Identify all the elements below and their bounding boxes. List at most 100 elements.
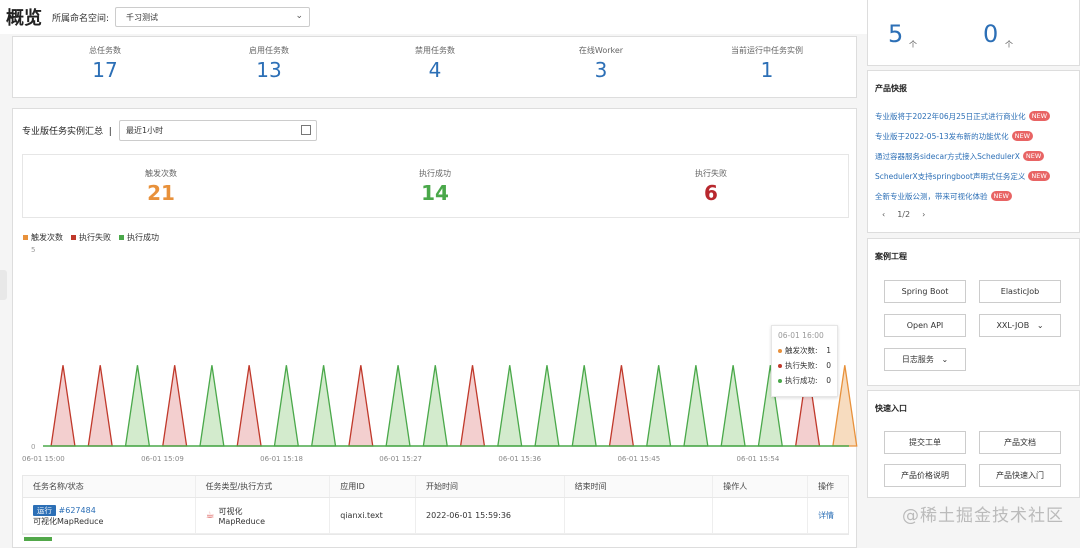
chart-spike-success bbox=[310, 365, 337, 447]
kpi-label: 触发次数 bbox=[145, 169, 177, 178]
stat-enabled-tasks: 启用任务数 13 bbox=[189, 37, 349, 82]
kpi-trigger: 触发次数 21 bbox=[81, 155, 241, 205]
chart-spike-success bbox=[645, 365, 672, 447]
column-header: 结束时间 bbox=[565, 476, 714, 497]
calendar-icon bbox=[301, 125, 311, 135]
x-tick-label: 06-01 15:36 bbox=[498, 455, 541, 463]
operator-cell bbox=[713, 498, 809, 533]
chart-spike-success bbox=[385, 365, 411, 447]
stat-value: 17 bbox=[92, 58, 118, 82]
chart-spike-success bbox=[124, 365, 151, 447]
table-header: 任务名称/状态 任务类型/执行方式 应用ID 开始时间 结束时间 操作人 操作 bbox=[23, 476, 848, 498]
new-badge: NEW bbox=[1011, 131, 1033, 141]
cases-title: 案例工程 bbox=[875, 252, 907, 261]
tooltip-row: 执行成功: 0 bbox=[778, 375, 831, 386]
new-badge: NEW bbox=[1028, 111, 1051, 121]
page-indicator: 1/2 bbox=[897, 210, 911, 219]
legend-item[interactable]: 执行成功 bbox=[119, 232, 159, 243]
column-header: 应用ID bbox=[330, 476, 417, 497]
legend-item[interactable]: 执行失败 bbox=[71, 232, 111, 243]
product-docs-button[interactable]: 产品文档 bbox=[979, 431, 1061, 454]
pricing-button[interactable]: 产品价格说明 bbox=[884, 464, 966, 487]
new-badge: NEW bbox=[1028, 171, 1050, 181]
chart-spike-success bbox=[720, 365, 746, 447]
instance-summary-panel: 专业版任务实例汇总 | 最近1小时 触发次数 21 执行成功 14 执行失败 6… bbox=[12, 108, 858, 548]
xxl-job-dropdown[interactable]: XXL-JOB ⌄ bbox=[979, 314, 1061, 337]
namespace-select[interactable]: 千习测试 ⌄ bbox=[115, 7, 311, 27]
chart-spike-fail bbox=[87, 365, 113, 447]
app-id-cell: qianxi.text bbox=[330, 498, 417, 533]
news-item[interactable]: SchedulerX支持springboot声明式任务定义 NEW bbox=[875, 166, 1079, 186]
stat-label: 在线Worker bbox=[578, 46, 624, 55]
stat-value: 4 bbox=[428, 58, 442, 82]
x-tick-label: 06-01 15:54 bbox=[737, 455, 780, 463]
summary-title: 专业版任务实例汇总 | bbox=[22, 127, 112, 137]
news-title: 产品快报 bbox=[875, 84, 907, 93]
open-api-button[interactable]: Open API bbox=[884, 314, 966, 337]
x-tick-label: 06-01 15:27 bbox=[379, 455, 422, 463]
legend-item[interactable]: 触发次数 bbox=[23, 232, 63, 243]
status-badge bbox=[24, 537, 52, 541]
column-header: 开始时间 bbox=[416, 476, 565, 497]
tooltip-row: 触发次数: 1 bbox=[778, 345, 831, 356]
stat-label: 禁用任务数 bbox=[415, 46, 455, 55]
y-tick-label: 0 bbox=[31, 443, 35, 451]
table-row: 运行 #627484 可视化MapReduce ☕ 可视化 MapReduce … bbox=[23, 498, 848, 534]
chevron-left-icon[interactable]: ‹ bbox=[882, 210, 886, 219]
news-item[interactable]: 专业版于2022-05-13发布新的功能优化 NEW bbox=[875, 126, 1079, 146]
stat-value: 13 bbox=[256, 58, 282, 82]
news-item[interactable]: 全新专业版公测，带来可视化体验 NEW bbox=[875, 186, 1079, 206]
chart-spike-success bbox=[683, 365, 709, 447]
case-projects-panel: 案例工程 Spring Boot ElasticJob Open API XXL… bbox=[867, 238, 1080, 386]
watermark: @稀土掘金技术社区 bbox=[902, 506, 1064, 526]
log-service-dropdown[interactable]: 日志服务 ⌄ bbox=[884, 348, 966, 371]
spring-boot-button[interactable]: Spring Boot bbox=[884, 280, 966, 303]
chevron-down-icon: ⌄ bbox=[295, 11, 304, 21]
column-header: 操作 bbox=[818, 482, 835, 491]
instance-chart: 0 5 06-01 15:00 06-01 15:09 06-01 15:18 06-01… bbox=[22, 246, 858, 463]
tooltip-row: 执行失败: 0 bbox=[778, 360, 831, 371]
count-panel: 5 个 0 个 bbox=[867, 0, 1080, 66]
news-panel: 产品快报 专业版将于2022年06月25日正式进行商业化 NEW 专业版于2022… bbox=[867, 70, 1080, 233]
new-badge: NEW bbox=[990, 191, 1012, 201]
chart-spike-fail bbox=[608, 365, 635, 447]
kpi-success: 执行成功 14 bbox=[355, 155, 515, 205]
stat-label: 总任务数 bbox=[89, 46, 121, 55]
task-type: 可视化 bbox=[218, 506, 243, 516]
stat-online-workers: 在线Worker 3 bbox=[521, 37, 681, 82]
task-mode: MapReduce bbox=[218, 516, 266, 526]
instance-id-link[interactable]: #627484 bbox=[58, 505, 96, 515]
x-tick-label: 06-01 15:00 bbox=[22, 455, 65, 463]
column-header: 任务类型/执行方式 bbox=[196, 476, 331, 497]
collapse-handle[interactable] bbox=[0, 270, 7, 300]
time-range-select[interactable]: 最近1小时 bbox=[119, 120, 317, 141]
chart-spike-fail bbox=[459, 365, 486, 447]
stat-running-instances: 当前运行中任务实例 1 bbox=[687, 37, 847, 82]
page-title: 概览 bbox=[6, 8, 42, 29]
stat-value: 1 bbox=[760, 58, 774, 82]
chart-spike-success bbox=[534, 365, 560, 447]
chart-legend: 触发次数 执行失败 执行成功 bbox=[23, 232, 159, 243]
count-value: 0 bbox=[983, 20, 999, 48]
stat-value: 3 bbox=[594, 58, 608, 82]
chevron-right-icon[interactable]: › bbox=[922, 210, 926, 219]
detail-link[interactable]: 详情 bbox=[818, 511, 835, 520]
count-unit: 个 bbox=[1005, 40, 1013, 49]
quick-start-button[interactable]: 产品快速入门 bbox=[979, 464, 1061, 487]
news-item[interactable]: 专业版将于2022年06月25日正式进行商业化 NEW bbox=[875, 106, 1079, 126]
stats-panel: 总任务数 17 启用任务数 13 禁用任务数 4 在线Worker 3 当前运行… bbox=[12, 36, 857, 98]
stat-disabled-tasks: 禁用任务数 4 bbox=[355, 37, 515, 82]
chart-spike-fail bbox=[50, 365, 76, 447]
namespace-value: 千习测试 bbox=[126, 12, 159, 22]
news-item[interactable]: 通过容器服务sidecar方式接入SchedulerX NEW bbox=[875, 146, 1079, 166]
column-header: 操作人 bbox=[713, 476, 809, 497]
column-header: 任务名称/状态 bbox=[23, 476, 196, 497]
submit-ticket-button[interactable]: 提交工单 bbox=[884, 431, 966, 454]
chart-spike-success bbox=[422, 365, 448, 447]
kpi-value: 21 bbox=[147, 181, 175, 205]
chevron-down-icon: ⌄ bbox=[941, 355, 949, 364]
task-type-cell: ☕ 可视化 MapReduce bbox=[196, 498, 331, 533]
elasticjob-button[interactable]: ElasticJob bbox=[979, 280, 1061, 303]
y-tick-label: 5 bbox=[31, 246, 35, 254]
kpi-label: 执行失败 bbox=[695, 169, 727, 178]
